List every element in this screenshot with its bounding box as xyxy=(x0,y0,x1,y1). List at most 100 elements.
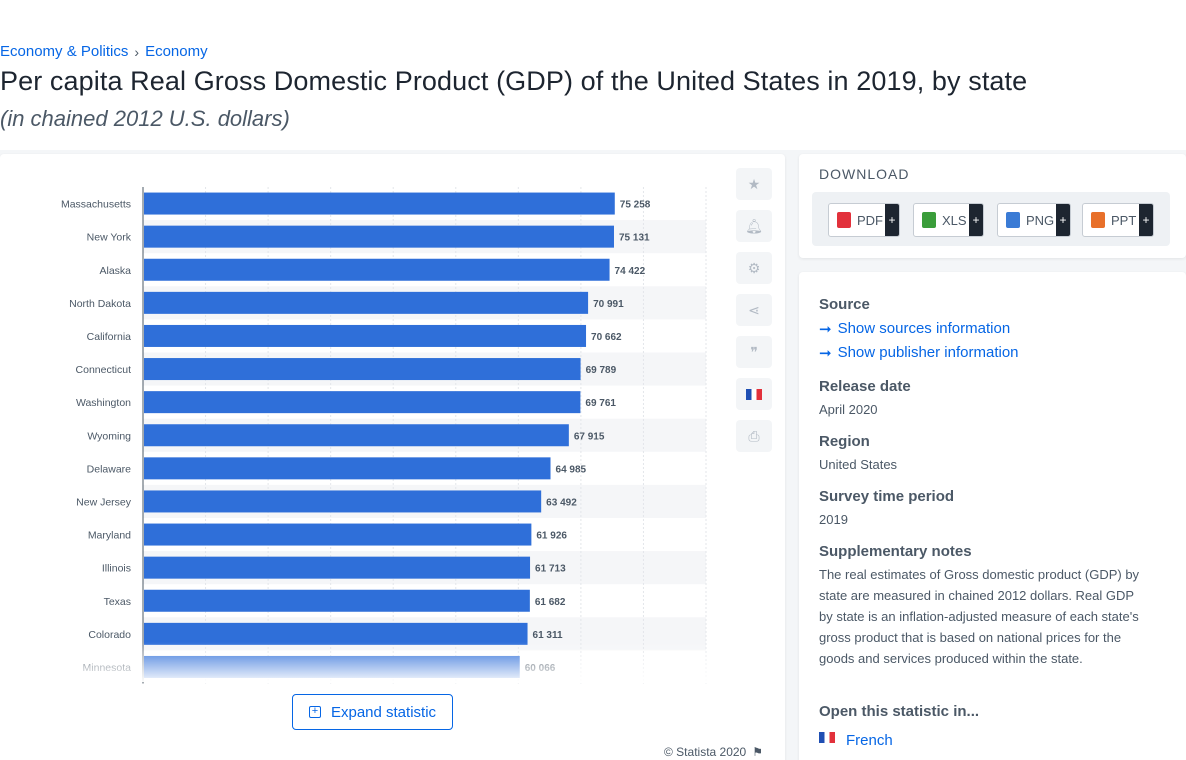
bell-icon[interactable]: 🔔︎ xyxy=(736,210,772,242)
bar-california xyxy=(144,324,587,347)
bar-colorado xyxy=(144,622,528,645)
supplementary-notes-label: Supplementary notes xyxy=(819,543,972,560)
xls-file-icon xyxy=(922,212,936,228)
arrow-right-icon: ➞ xyxy=(819,321,832,338)
quote-icon[interactable]: ❞ xyxy=(736,336,772,368)
png-file-icon xyxy=(1006,212,1020,228)
value-label: 61 713 xyxy=(535,564,566,575)
info-card: Source ➞ Show sources information ➞ Show… xyxy=(799,272,1186,760)
page-title: Per capita Real Gross Domestic Product (… xyxy=(0,66,1028,96)
value-label: 70 991 xyxy=(593,299,624,310)
download-png-button[interactable]: PNG + xyxy=(997,203,1071,237)
category-label: Texas xyxy=(104,596,131,608)
download-xls-button[interactable]: XLS + xyxy=(913,203,984,237)
bar-illinois xyxy=(144,556,531,579)
show-publisher-link[interactable]: ➞ Show publisher information xyxy=(819,344,1019,362)
survey-period-value: 2019 xyxy=(819,512,848,527)
bar-maryland xyxy=(144,523,532,546)
chart-card: Massachusetts 75 258 New York 75 131 Alaska 7… xyxy=(0,154,785,760)
chart-fade-overlay xyxy=(0,642,720,682)
bar-new-york xyxy=(144,225,614,248)
download-heading: DOWNLOAD xyxy=(819,166,910,182)
survey-period-label: Survey time period xyxy=(819,488,955,505)
show-sources-link[interactable]: ➞ Show sources information xyxy=(819,320,1010,338)
plus-square-icon: + xyxy=(308,706,321,718)
category-label: Washington xyxy=(76,397,131,409)
category-label: Alaska xyxy=(99,265,131,277)
download-buttons: PDF + XLS + PNG + PPT + xyxy=(812,192,1170,246)
page-subtitle: (in chained 2012 U.S. dollars) xyxy=(0,106,290,131)
bar-chart: Massachusetts 75 258 New York 75 131 Alaska 7… xyxy=(61,187,707,684)
expand-statistic-button[interactable]: + Expand statistic xyxy=(292,694,453,730)
png-plus[interactable]: + xyxy=(1056,204,1070,236)
release-date-value: April 2020 xyxy=(819,402,878,417)
region-value: United States xyxy=(819,457,898,472)
download-card: DOWNLOAD PDF + XLS + PNG + PPT + xyxy=(799,154,1186,258)
bar-connecticut xyxy=(144,358,581,381)
bar-washington xyxy=(144,391,581,414)
bar-massachusetts xyxy=(144,192,615,215)
release-date-label: Release date xyxy=(819,378,911,395)
open-in-label: Open this statistic in... xyxy=(819,703,980,720)
category-label: Maryland xyxy=(88,530,131,542)
header-background xyxy=(0,0,1186,150)
bar-texas xyxy=(144,589,530,612)
ppt-label: PPT xyxy=(1111,212,1137,228)
download-pdf-button[interactable]: PDF + xyxy=(828,203,900,237)
category-label: Colorado xyxy=(88,629,131,641)
value-label: 61 682 xyxy=(535,597,566,608)
copyright-text: © Statista 2020 xyxy=(664,745,747,759)
ppt-file-icon xyxy=(1091,212,1105,228)
value-label: 70 662 xyxy=(591,332,622,343)
pdf-plus[interactable]: + xyxy=(885,204,899,236)
category-label: Massachusetts xyxy=(61,199,131,211)
download-ppt-button[interactable]: PPT + xyxy=(1082,203,1154,237)
supplementary-notes-value: The real estimates of Gross domestic pro… xyxy=(819,567,1140,666)
value-label: 63 492 xyxy=(546,497,577,508)
gear-icon[interactable]: ⚙ xyxy=(736,252,772,284)
category-label: Illinois xyxy=(102,563,131,575)
source-label: Source xyxy=(819,296,870,313)
category-label: California xyxy=(87,331,132,343)
category-label: New Jersey xyxy=(76,496,132,508)
xls-label: XLS xyxy=(942,212,967,228)
region-label: Region xyxy=(819,433,870,450)
expand-statistic-label: Expand statistic xyxy=(330,703,437,721)
arrow-right-icon: ➞ xyxy=(819,345,832,362)
share-icon[interactable]: ⋖ xyxy=(736,294,772,326)
value-label: 75 258 xyxy=(620,200,651,211)
breadcrumb-item-economy-politics[interactable]: Economy & Politics xyxy=(0,43,129,60)
open-in-french-label: French xyxy=(846,732,893,749)
french-flag-icon xyxy=(819,732,835,743)
pdf-file-icon xyxy=(837,212,851,228)
value-label: 69 761 xyxy=(585,398,616,409)
show-publisher-label: Show publisher information xyxy=(837,344,1019,361)
star-icon[interactable]: ★ xyxy=(736,168,772,200)
value-label: 61 311 xyxy=(533,630,563,641)
value-label: 64 985 xyxy=(556,464,587,475)
value-label: 69 789 xyxy=(586,365,617,376)
breadcrumb-item-economy[interactable]: Economy xyxy=(145,43,208,60)
breadcrumb: Economy & Politics › Economy xyxy=(0,43,208,60)
pdf-label: PDF xyxy=(857,212,883,228)
png-label: PNG xyxy=(1026,212,1055,228)
flag-icon[interactable] xyxy=(736,378,772,410)
print-icon[interactable]: ⎙ xyxy=(736,420,772,452)
chart-toolbar: ★ 🔔︎ ⚙ ⋖ ❞ ⎙ xyxy=(736,168,772,452)
report-flag-icon[interactable]: ⚑ xyxy=(752,745,763,759)
category-label: North Dakota xyxy=(69,298,131,310)
category-label: New York xyxy=(87,232,132,244)
category-label: Connecticut xyxy=(76,364,132,376)
ppt-plus[interactable]: + xyxy=(1139,204,1153,236)
bar-alaska xyxy=(144,258,610,281)
chevron-right-icon: › xyxy=(134,43,140,60)
bar-wyoming xyxy=(144,424,569,447)
value-label: 74 422 xyxy=(615,266,646,277)
value-label: 75 131 xyxy=(619,233,650,244)
category-label: Delaware xyxy=(87,463,132,475)
bar-new-jersey xyxy=(144,490,542,513)
category-label: Wyoming xyxy=(87,430,131,442)
open-in-french-link[interactable]: French xyxy=(819,732,893,749)
show-sources-label: Show sources information xyxy=(837,320,1011,337)
xls-plus[interactable]: + xyxy=(969,204,983,236)
